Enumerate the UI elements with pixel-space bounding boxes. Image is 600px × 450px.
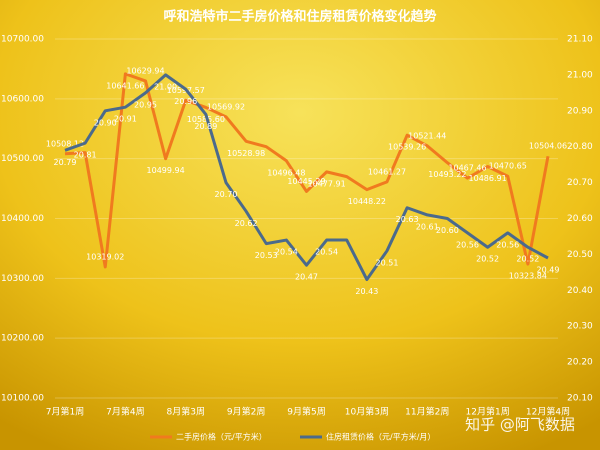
y-tick-label: 10400.00 bbox=[1, 214, 44, 224]
data-label: 10470.65 bbox=[489, 162, 527, 171]
y2-tick-label: 20.90 bbox=[567, 106, 593, 116]
x-tick-label: 11月第2周 bbox=[405, 406, 449, 418]
data-label: 20.96 bbox=[174, 97, 197, 106]
data-label: 10496.48 bbox=[267, 168, 305, 177]
data-label: 20.54 bbox=[315, 248, 338, 257]
y2-tick-label: 20.30 bbox=[567, 322, 593, 332]
data-label: 10521.44 bbox=[408, 131, 446, 140]
data-label: 20.47 bbox=[295, 273, 318, 282]
y2-tick-label: 20.70 bbox=[567, 178, 593, 188]
data-label: 10629.94 bbox=[126, 66, 164, 75]
data-label: 20.51 bbox=[376, 258, 399, 267]
x-tick-label: 7月第4周 bbox=[106, 406, 144, 418]
x-tick-label: 9月第5周 bbox=[287, 406, 325, 418]
data-label: 20.79 bbox=[54, 158, 77, 167]
data-label: 10504.06 bbox=[529, 142, 567, 151]
legend-label: 二手房价格（元/平方米） bbox=[176, 432, 267, 442]
legend-label: 住房租赁价格（元/平方米/月） bbox=[326, 432, 435, 442]
data-label: 10569.92 bbox=[207, 102, 245, 111]
x-tick-label: 9月第2周 bbox=[227, 406, 265, 418]
y2-tick-label: 20.50 bbox=[567, 250, 593, 260]
y2-tick-label: 20.10 bbox=[567, 394, 593, 404]
data-label: 20.61 bbox=[416, 222, 439, 231]
data-label: 20.91 bbox=[114, 115, 137, 124]
data-label: 10461.27 bbox=[368, 167, 406, 176]
series-line bbox=[64, 72, 550, 269]
x-tick-label: 10月第3周 bbox=[345, 406, 389, 418]
y2-tick-label: 21.10 bbox=[567, 35, 593, 45]
data-label: 20.53 bbox=[255, 251, 278, 260]
x-tick-label: 8月第3周 bbox=[167, 406, 205, 418]
y2-tick-label: 21.00 bbox=[567, 70, 593, 80]
x-tick-label: 7月第1周 bbox=[46, 406, 84, 418]
x-tick-label: 12月第1周 bbox=[466, 406, 510, 418]
data-label: 21.00 bbox=[154, 82, 177, 91]
data-label: 20.52 bbox=[516, 255, 539, 264]
y-tick-label: 10500.00 bbox=[1, 154, 44, 164]
data-label: 10528.98 bbox=[227, 149, 265, 158]
data-label: 20.56 bbox=[456, 240, 479, 249]
data-label: 20.95 bbox=[134, 100, 157, 109]
y2-tick-label: 20.40 bbox=[567, 286, 593, 296]
data-label: 20.49 bbox=[537, 265, 560, 274]
x-tick-label: 12月第4周 bbox=[526, 406, 570, 418]
data-label: 10467.46 bbox=[448, 164, 486, 173]
y-tick-label: 10100.00 bbox=[1, 394, 44, 404]
data-label: 10319.02 bbox=[86, 252, 124, 261]
data-label: 20.81 bbox=[74, 151, 97, 160]
data-label: 10323.84 bbox=[509, 272, 547, 281]
data-label: 20.54 bbox=[275, 248, 298, 257]
data-label: 20.63 bbox=[396, 215, 419, 224]
data-label: 20.62 bbox=[235, 219, 258, 228]
data-label: 10477.91 bbox=[308, 179, 346, 188]
data-label: 10641.66 bbox=[106, 81, 144, 90]
series-line bbox=[64, 73, 549, 282]
data-label: 10445.29 bbox=[287, 177, 325, 186]
data-label: 10499.94 bbox=[147, 166, 185, 175]
data-label: 20.90 bbox=[94, 118, 117, 127]
watermark: 知乎 @阿飞数据 bbox=[465, 416, 575, 434]
y-tick-label: 10600.00 bbox=[1, 94, 44, 104]
data-label: 10448.22 bbox=[348, 197, 386, 206]
data-label: 10539.26 bbox=[388, 143, 426, 152]
data-label: 10486.91 bbox=[469, 174, 507, 183]
data-label: 10493.22 bbox=[428, 170, 466, 179]
data-label: 20.89 bbox=[194, 122, 217, 131]
y2-tick-label: 20.20 bbox=[567, 358, 593, 368]
data-label: 20.60 bbox=[436, 226, 459, 235]
y-tick-label: 10300.00 bbox=[1, 274, 44, 284]
y2-tick-label: 20.60 bbox=[567, 214, 593, 224]
data-label: 10508.12 bbox=[46, 139, 84, 148]
chart-title: 呼和浩特市二手房价格和住房租赁价格变化趋势 bbox=[163, 9, 436, 25]
data-label: 20.43 bbox=[355, 287, 378, 296]
data-label: 20.70 bbox=[215, 190, 238, 199]
y-tick-label: 10200.00 bbox=[1, 334, 44, 344]
data-label: 20.56 bbox=[496, 240, 519, 249]
data-label: 20.52 bbox=[476, 255, 499, 264]
y2-tick-label: 20.80 bbox=[567, 142, 593, 152]
y-tick-label: 10700.00 bbox=[1, 35, 44, 45]
